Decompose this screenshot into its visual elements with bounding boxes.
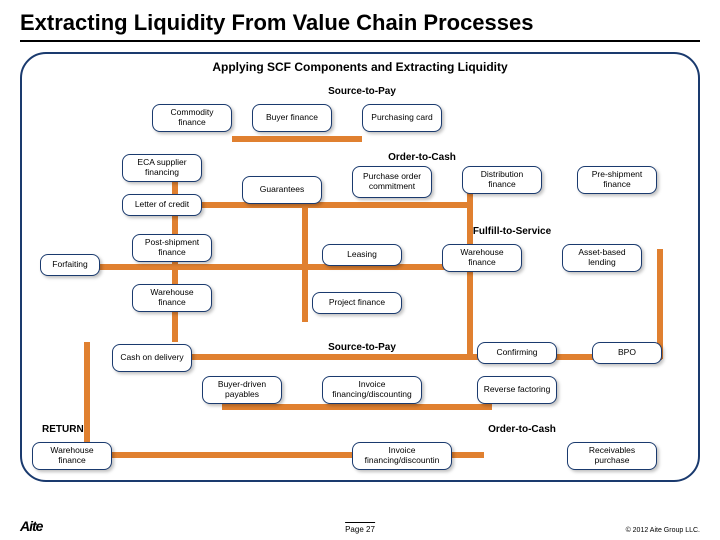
box-warehouse-finance2: Warehouse finance <box>132 284 212 312</box>
box-reverse-factoring: Reverse factoring <box>477 376 557 404</box>
box-pre-shipment: Pre-shipment finance <box>577 166 657 194</box>
label-order-to-cash: Order-to-Cash <box>352 152 492 163</box>
main-panel: Applying SCF Components and Extracting L… <box>20 52 700 482</box>
box-warehouse-finance1: Warehouse finance <box>442 244 522 272</box>
box-letter-of-credit: Letter of credit <box>122 194 202 216</box>
box-buyer-finance: Buyer finance <box>252 104 332 132</box>
label-fulfill-to-service: Fulfill-to-Service <box>442 226 582 237</box>
box-asset-based: Asset-based lending <box>562 244 642 272</box>
box-leasing: Leasing <box>322 244 402 266</box>
hl-bar <box>84 342 90 457</box>
page-title: Extracting Liquidity From Value Chain Pr… <box>0 0 720 40</box>
footer-logo: Aite <box>20 518 42 534</box>
footer-page: Page 27 <box>345 522 375 534</box>
panel-subtitle: Applying SCF Components and Extracting L… <box>22 54 698 74</box>
label-order-to-cash2: Order-to-Cash <box>452 424 592 435</box>
box-project-finance: Project finance <box>312 292 402 314</box>
box-purchasing-card: Purchasing card <box>362 104 442 132</box>
hl-bar <box>222 404 492 410</box>
box-receivables: Receivables purchase <box>567 442 657 470</box>
box-purchase-order: Purchase order commitment <box>352 166 432 198</box>
title-underline <box>20 40 700 42</box>
box-post-shipment: Post-shipment finance <box>132 234 212 262</box>
footer-copyright: © 2012 Aite Group LLC. <box>626 527 700 534</box>
box-warehouse-finance3: Warehouse finance <box>32 442 112 470</box>
box-distribution-finance: Distribution finance <box>462 166 542 194</box>
box-bpo: BPO <box>592 342 662 364</box>
box-buyer-driven: Buyer-driven payables <box>202 376 282 404</box>
label-source-to-pay2: Source-to-Pay <box>292 342 432 353</box>
hl-bar <box>302 202 308 322</box>
hl-bar <box>232 136 362 142</box>
box-commodity-finance: Commodity finance <box>152 104 232 132</box>
hl-bar <box>122 354 662 360</box>
label-source-to-pay: Source-to-Pay <box>292 86 432 97</box>
box-invoice-disc: Invoice financing/discounting <box>322 376 422 404</box>
box-guarantees: Guarantees <box>242 176 322 204</box>
box-cash-on-delivery: Cash on delivery <box>112 344 192 372</box>
box-invoice-disc2: Invoice financing/discountin <box>352 442 452 470</box>
label-return: RETURN <box>42 424 84 435</box>
box-confirming: Confirming <box>477 342 557 364</box>
box-eca-supplier: ECA supplier financing <box>122 154 202 182</box>
box-forfaiting: Forfaiting <box>40 254 100 276</box>
